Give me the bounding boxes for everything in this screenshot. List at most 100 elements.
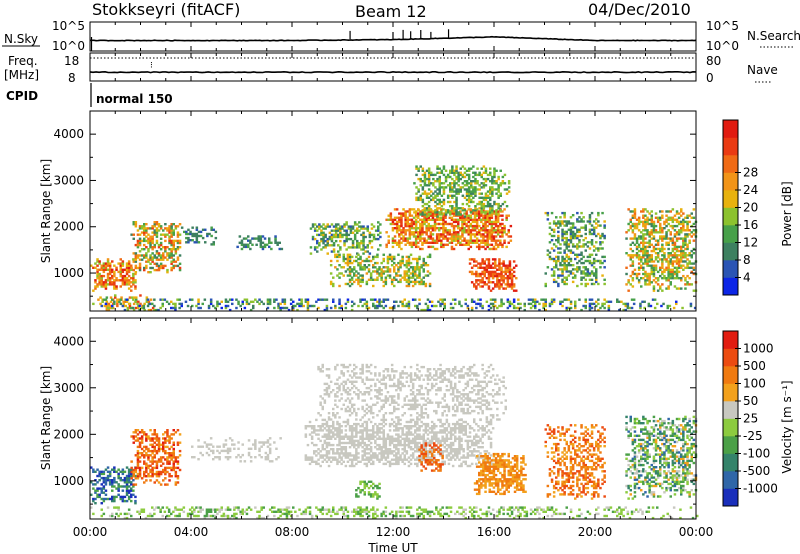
heatmap-cell bbox=[393, 306, 396, 310]
heatmap-cell bbox=[574, 302, 577, 306]
heatmap-cell bbox=[640, 277, 643, 280]
heatmap-cell bbox=[478, 239, 481, 242]
heatmap-cell bbox=[584, 226, 587, 229]
heatmap-cell bbox=[450, 222, 454, 226]
heatmap-cell bbox=[356, 252, 359, 255]
heatmap-cell bbox=[111, 485, 114, 488]
heatmap-cell bbox=[405, 274, 409, 277]
heatmap-cell bbox=[650, 220, 653, 224]
heatmap-cell bbox=[680, 220, 683, 224]
heatmap-cell bbox=[319, 450, 322, 453]
heatmap-cell bbox=[601, 211, 604, 215]
heatmap-cell bbox=[620, 300, 623, 303]
heatmap-cell bbox=[197, 234, 201, 238]
heatmap-cell bbox=[329, 272, 333, 275]
heatmap-cell bbox=[502, 287, 505, 290]
heatmap-cell bbox=[486, 205, 490, 208]
heatmap-cell bbox=[435, 237, 439, 240]
heatmap-cell bbox=[580, 270, 583, 273]
heatmap-cell bbox=[159, 447, 163, 451]
heatmap-cell bbox=[438, 182, 441, 185]
heatmap-cell bbox=[365, 433, 369, 436]
heatmap-cell bbox=[274, 239, 277, 242]
heatmap-cell bbox=[346, 261, 350, 265]
heatmap-cell bbox=[236, 245, 239, 249]
heatmap-cell bbox=[410, 224, 414, 228]
heatmap-cell bbox=[661, 231, 664, 234]
heatmap-cell bbox=[365, 425, 369, 428]
heatmap-cell bbox=[586, 272, 590, 275]
heatmap-cell bbox=[119, 272, 122, 276]
heatmap-cell bbox=[343, 244, 346, 247]
heatmap-cell bbox=[414, 243, 418, 246]
heatmap-cell bbox=[461, 175, 465, 179]
heatmap-cell bbox=[565, 245, 568, 248]
heatmap-cell bbox=[429, 235, 433, 238]
heatmap-cell bbox=[136, 449, 140, 453]
velocity-heatmap bbox=[90, 363, 699, 520]
heatmap-cell bbox=[444, 213, 448, 216]
heatmap-cell bbox=[111, 306, 114, 310]
heatmap-cell bbox=[482, 165, 486, 168]
heatmap-cell bbox=[648, 283, 651, 286]
heatmap-cell bbox=[142, 304, 146, 308]
heatmap-cell bbox=[487, 258, 491, 261]
heatmap-cell bbox=[159, 458, 163, 461]
heatmap-cell bbox=[136, 464, 140, 467]
heatmap-cell bbox=[395, 216, 399, 219]
heatmap-cell bbox=[627, 289, 630, 292]
heatmap-cell bbox=[155, 462, 159, 465]
heatmap-cell bbox=[505, 245, 508, 249]
heatmap-cell bbox=[166, 254, 169, 257]
heatmap-cell bbox=[451, 169, 454, 172]
heatmap-cell bbox=[565, 255, 568, 259]
heatmap-cell bbox=[507, 235, 510, 238]
heatmap-cell bbox=[370, 223, 374, 226]
heatmap-cell bbox=[155, 464, 159, 467]
heatmap-cell bbox=[648, 279, 651, 282]
heatmap-cell bbox=[457, 218, 460, 221]
heatmap-cell bbox=[302, 304, 305, 308]
heatmap-cell bbox=[391, 220, 395, 224]
heatmap-cell bbox=[423, 237, 426, 240]
heatmap-cell bbox=[306, 443, 310, 447]
heatmap-cell bbox=[210, 228, 213, 231]
heatmap-cell bbox=[642, 249, 645, 253]
heatmap-cell bbox=[325, 304, 329, 308]
heatmap-cell bbox=[340, 425, 343, 428]
heatmap-cell bbox=[346, 435, 350, 438]
heatmap-cell bbox=[682, 264, 685, 267]
heatmap-cell bbox=[334, 233, 338, 237]
heatmap-cell bbox=[421, 218, 424, 221]
heatmap-cell bbox=[384, 278, 388, 281]
heatmap-cell bbox=[155, 308, 158, 312]
heatmap-cell bbox=[438, 177, 441, 181]
heatmap-cell bbox=[489, 167, 492, 170]
heatmap-cell bbox=[427, 213, 431, 216]
heatmap-cell bbox=[438, 229, 441, 232]
heatmap-cell bbox=[339, 233, 342, 237]
heatmap-cell bbox=[484, 177, 488, 181]
nsky-top-tick: 10^5 bbox=[52, 19, 85, 33]
heatmap-cell bbox=[142, 306, 146, 310]
heatmap-cell bbox=[559, 247, 562, 250]
heatmap-cell bbox=[416, 274, 419, 277]
heatmap-cell bbox=[348, 441, 352, 445]
heatmap-cell bbox=[166, 271, 169, 274]
heatmap-cell bbox=[501, 202, 505, 206]
heatmap-cell bbox=[534, 298, 537, 301]
heatmap-cell bbox=[210, 226, 213, 229]
heatmap-cell bbox=[125, 491, 129, 494]
heatmap-cell bbox=[102, 491, 106, 494]
heatmap-cell bbox=[226, 451, 230, 455]
heatmap-cell bbox=[145, 254, 148, 257]
heatmap-cell bbox=[264, 441, 268, 444]
heatmap-cell bbox=[398, 243, 401, 246]
heatmap-cell bbox=[646, 279, 649, 282]
heatmap-cell bbox=[671, 208, 675, 211]
heatmap-cell bbox=[136, 460, 140, 463]
heatmap-cell bbox=[465, 222, 468, 226]
heatmap-cell bbox=[228, 447, 232, 450]
heatmap-cell bbox=[534, 306, 537, 310]
heatmap-cell bbox=[597, 302, 600, 306]
